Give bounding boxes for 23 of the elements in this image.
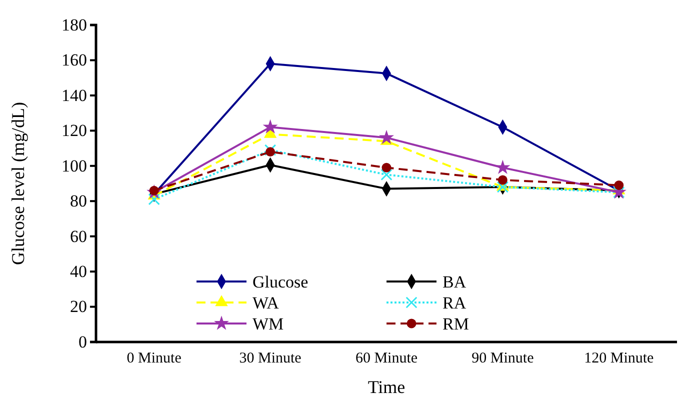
- y-tick-label: 100: [62, 156, 87, 176]
- y-tick-label: 20: [70, 297, 87, 316]
- x-tick-label: 0 Minute: [126, 350, 182, 367]
- x-axis-title: Time: [368, 377, 406, 397]
- y-tick-label: 0: [78, 332, 87, 352]
- x-tick-label: 120 Minute: [584, 350, 654, 367]
- x-tick-label: 90 Minute: [472, 350, 534, 367]
- legend-label: WM: [252, 314, 284, 334]
- y-tick-label: 180: [62, 15, 87, 34]
- x-tick-label: 30 Minute: [239, 350, 302, 367]
- y-tick-label: 80: [70, 192, 87, 211]
- legend-label: RA: [442, 293, 467, 312]
- x-tick-label: 60 Minute: [355, 350, 418, 367]
- y-tick-label: 120: [62, 121, 87, 140]
- y-tick-label: 160: [62, 50, 87, 70]
- y-axis-title: Glucose level (mg/dL): [8, 102, 28, 265]
- y-tick-label: 140: [62, 86, 87, 105]
- legend-label: RM: [442, 314, 469, 334]
- legend-label: BA: [442, 272, 467, 292]
- y-tick-label: 60: [70, 226, 87, 246]
- y-tick-label: 40: [70, 262, 87, 281]
- legend-label: Glucose: [252, 272, 308, 292]
- legend-label: WA: [252, 293, 280, 312]
